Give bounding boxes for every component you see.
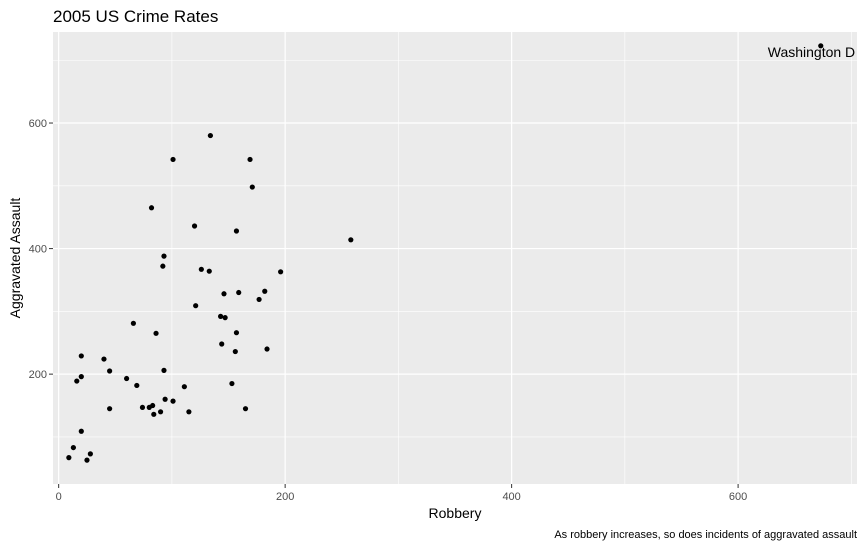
data-point [206, 268, 212, 274]
grid-lines [53, 32, 857, 484]
data-point [348, 237, 354, 243]
data-point [181, 384, 187, 390]
data-point [264, 346, 270, 352]
data-point [222, 315, 228, 321]
y-axis-ticks: 200 400 600 [29, 118, 53, 381]
data-point [242, 406, 249, 412]
data-point [221, 291, 227, 297]
data-point [247, 156, 253, 163]
data-point [87, 451, 93, 457]
data-point [193, 303, 199, 309]
data-point [818, 43, 824, 49]
data-point [160, 263, 166, 269]
data-point [74, 378, 80, 384]
data-point [217, 313, 224, 319]
data-point [101, 356, 107, 362]
data-point [229, 380, 235, 387]
data-point [130, 320, 136, 326]
data-point [278, 269, 284, 275]
data-point [233, 228, 240, 234]
data-point [107, 368, 113, 374]
data-point [233, 330, 240, 336]
data-point [66, 455, 72, 461]
data-point [78, 374, 84, 380]
data-point [161, 367, 167, 373]
data-point [153, 330, 159, 336]
y-tick-label: 400 [29, 244, 47, 256]
data-point [236, 289, 242, 296]
data-point [170, 398, 176, 404]
data-point [207, 132, 214, 139]
point-annotation: Washington D [768, 44, 855, 60]
x-tick-label: 600 [729, 491, 747, 503]
y-axis-label: Aggravated Assault [7, 198, 23, 319]
data-point [262, 288, 268, 294]
data-point [186, 409, 192, 415]
data-point [161, 253, 167, 259]
x-tick-label: 400 [502, 491, 520, 503]
data-point [78, 428, 84, 434]
data-point [84, 457, 90, 463]
data-point [78, 353, 84, 359]
chart-caption: As robbery increases, so does incidents … [554, 529, 857, 541]
data-point [134, 382, 140, 389]
data-point [198, 266, 204, 272]
data-point [219, 341, 225, 347]
data-point [150, 402, 156, 409]
y-tick-label: 600 [29, 118, 47, 130]
data-point [70, 444, 76, 451]
data-point [191, 223, 198, 229]
plot-panel [53, 32, 857, 484]
data-points [66, 43, 824, 463]
data-point [157, 409, 164, 415]
chart-title: 2005 US Crime Rates [53, 7, 218, 26]
x-tick-label: 0 [56, 491, 62, 503]
data-point [232, 348, 238, 355]
data-point [151, 411, 157, 417]
y-tick-label: 200 [29, 369, 47, 381]
data-point [249, 184, 255, 190]
data-point [148, 205, 155, 211]
data-point [107, 406, 113, 412]
data-point [124, 375, 130, 382]
x-axis-label: Robbery [429, 505, 482, 521]
data-point [170, 156, 176, 163]
data-point [139, 404, 146, 411]
data-point [256, 296, 262, 303]
data-point [162, 396, 168, 402]
x-axis-ticks: 0 200 400 600 [56, 484, 747, 503]
x-tick-label: 200 [276, 491, 294, 503]
